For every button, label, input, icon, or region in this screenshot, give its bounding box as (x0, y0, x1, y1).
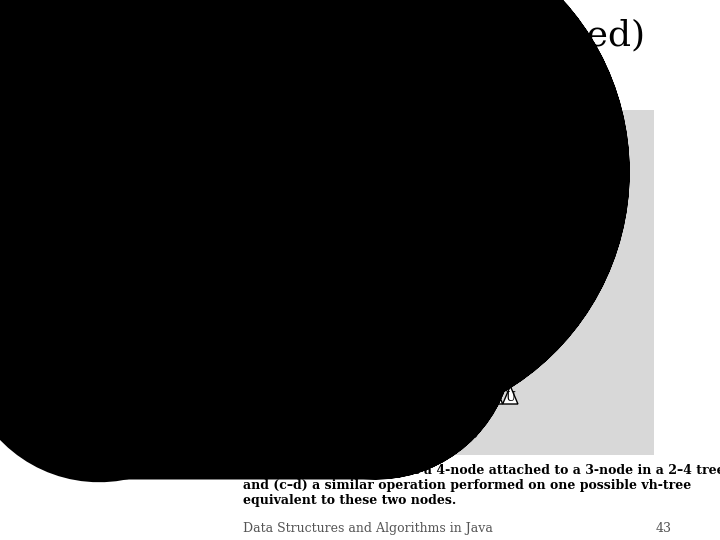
Ellipse shape (271, 302, 293, 322)
Text: E: E (505, 348, 514, 361)
Polygon shape (443, 202, 461, 224)
Ellipse shape (249, 302, 270, 322)
Text: C: C (466, 177, 475, 190)
Ellipse shape (476, 302, 498, 322)
FancyBboxPatch shape (238, 110, 654, 455)
Polygon shape (487, 386, 503, 404)
FancyBboxPatch shape (436, 130, 453, 148)
Text: D: D (300, 348, 310, 361)
Polygon shape (321, 386, 336, 404)
Polygon shape (260, 386, 276, 404)
Text: T: T (325, 231, 333, 244)
Polygon shape (441, 386, 457, 404)
Polygon shape (276, 386, 291, 404)
Text: A: A (255, 306, 264, 319)
FancyBboxPatch shape (296, 174, 312, 192)
Text: Q: Q (447, 210, 456, 223)
Text: D: D (481, 306, 492, 319)
Text: B: B (282, 132, 291, 145)
Text: Data Structures and Algorithms in Java: Data Structures and Algorithms in Java (243, 522, 493, 535)
FancyBboxPatch shape (503, 174, 521, 192)
Polygon shape (433, 351, 449, 369)
Text: P: P (429, 210, 437, 223)
Text: S: S (279, 391, 287, 404)
Text: T: T (501, 231, 509, 244)
Text: C: C (277, 348, 287, 361)
Text: U: U (339, 231, 349, 244)
Polygon shape (503, 386, 518, 404)
Text: Q: Q (271, 210, 281, 223)
Text: (a): (a) (291, 268, 307, 281)
Ellipse shape (431, 302, 451, 322)
Polygon shape (306, 386, 321, 404)
Text: R: R (445, 391, 454, 404)
Text: R: R (459, 231, 467, 244)
Text: 43: 43 (656, 522, 672, 535)
Polygon shape (424, 202, 443, 224)
Text: S: S (310, 231, 318, 244)
Ellipse shape (318, 344, 338, 364)
Text: P: P (254, 210, 262, 223)
Polygon shape (267, 202, 285, 224)
Ellipse shape (453, 302, 474, 322)
Text: U: U (505, 391, 516, 404)
Polygon shape (336, 224, 353, 244)
FancyBboxPatch shape (479, 174, 496, 192)
Text: U: U (517, 231, 527, 244)
Text: P: P (423, 356, 431, 369)
Text: S: S (461, 391, 469, 404)
Text: E: E (508, 177, 516, 190)
Ellipse shape (294, 344, 316, 364)
Text: S: S (476, 231, 484, 244)
FancyBboxPatch shape (521, 174, 537, 192)
Text: E: E (323, 348, 333, 361)
Text: B: B (459, 306, 469, 319)
Polygon shape (457, 386, 472, 404)
FancyBboxPatch shape (453, 130, 470, 148)
Text: B: B (277, 306, 287, 319)
Ellipse shape (499, 344, 521, 364)
Polygon shape (252, 351, 267, 369)
Polygon shape (497, 224, 513, 244)
FancyBboxPatch shape (462, 174, 479, 192)
Text: C: C (459, 348, 469, 361)
Text: A: A (265, 132, 274, 145)
Text: R: R (294, 231, 303, 244)
Polygon shape (238, 351, 253, 369)
Polygon shape (454, 224, 472, 244)
Text: E: E (333, 177, 343, 190)
Ellipse shape (271, 344, 293, 364)
Text: R: R (264, 391, 272, 404)
FancyBboxPatch shape (470, 130, 487, 148)
Text: Q: Q (255, 356, 264, 369)
Text: 2–4 Trees (continued): 2–4 Trees (continued) (246, 18, 646, 52)
Text: (c): (c) (282, 426, 297, 439)
Polygon shape (305, 224, 322, 244)
Text: T: T (310, 391, 318, 404)
Text: U: U (324, 391, 334, 404)
Polygon shape (420, 351, 435, 369)
Text: D: D (473, 132, 483, 145)
Text: Figure 7-25 (a–b) Split of a 4-node attached to a 3-node in a 2–4 tree
and (c–d): Figure 7-25 (a–b) Split of a 4-node atta… (243, 464, 720, 507)
Ellipse shape (453, 344, 474, 364)
FancyBboxPatch shape (330, 174, 346, 192)
Polygon shape (249, 202, 267, 224)
Text: A: A (440, 132, 449, 145)
Polygon shape (320, 224, 337, 244)
Text: Q: Q (436, 356, 446, 369)
Text: P: P (242, 356, 250, 369)
Text: B: B (457, 132, 466, 145)
Polygon shape (290, 224, 307, 244)
Text: T: T (491, 391, 499, 404)
Polygon shape (513, 224, 530, 244)
Text: D: D (316, 177, 326, 190)
FancyBboxPatch shape (312, 174, 330, 192)
FancyBboxPatch shape (261, 130, 278, 148)
Text: C: C (300, 177, 309, 190)
Text: (d): (d) (462, 426, 479, 439)
FancyBboxPatch shape (278, 130, 294, 148)
Text: (b): (b) (481, 268, 498, 281)
Polygon shape (472, 224, 488, 244)
Text: A: A (436, 306, 446, 319)
